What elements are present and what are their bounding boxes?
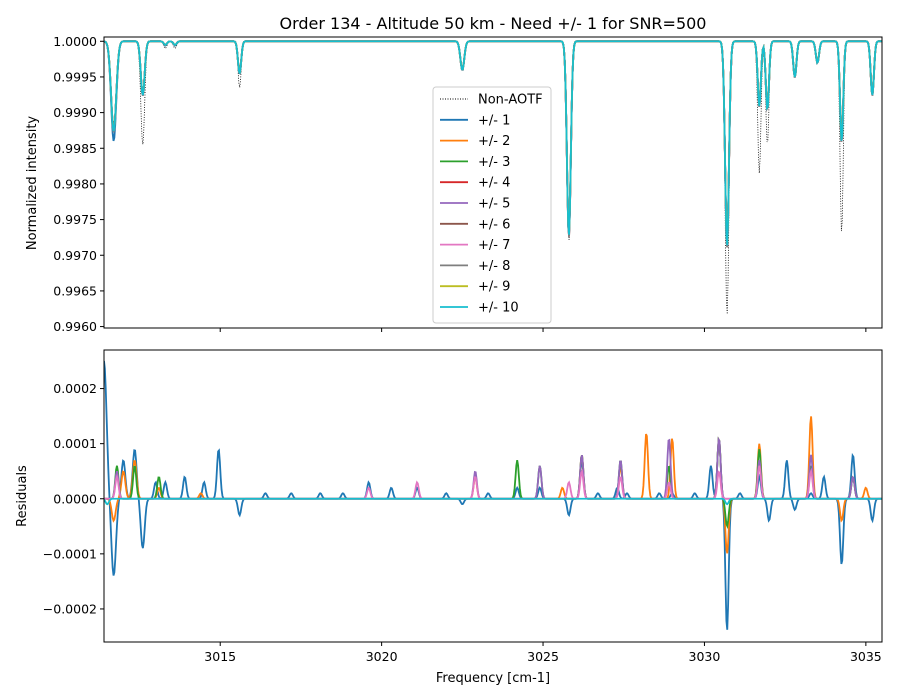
bottom-series-line: [104, 497, 882, 506]
top-y-tick-label: 0.9970: [53, 248, 97, 263]
legend-entry-label: +/- 4: [478, 176, 510, 191]
bottom-axes-frame: [103, 349, 883, 643]
top-y-tick-label: 0.9980: [53, 176, 97, 191]
top-y-axis: 0.9960 0.9965 0.9970 0.9975 0.9980 0.9985 0.99…: [53, 34, 104, 334]
top-panel: 0.9960 0.9965 0.9970 0.9975 0.9980 0.9985 0.99…: [25, 34, 883, 334]
top-y-tick-label: 1.0000: [53, 34, 97, 49]
bottom-y-axis: −0.0002 −0.0001 0.0000 0.0001 0.0002: [43, 381, 104, 616]
bottom-x-tick-label: 3015: [204, 649, 236, 664]
bottom-y-tick-label: −0.0002: [43, 601, 97, 616]
top-plot-area: [104, 40, 882, 315]
legend-entry-label: +/- 2: [478, 134, 510, 149]
bottom-x-tick-label: 3020: [366, 649, 398, 664]
legend-entry-label: +/- 6: [478, 217, 510, 232]
bottom-y-tick-label: 0.0002: [53, 381, 97, 396]
top-y-tick-label: 0.9985: [53, 141, 97, 156]
bottom-plot-area: [104, 360, 882, 630]
figure-title: Order 134 - Altitude 50 km - Need +/- 1 …: [280, 14, 707, 33]
top-y-tick-label: 0.9995: [53, 69, 97, 84]
legend-entry-label: +/- 7: [478, 238, 510, 253]
legend-entry-label: +/- 3: [478, 155, 510, 170]
legend-entry-label: +/- 9: [478, 280, 510, 295]
x-axis-label: Frequency [cm-1]: [436, 671, 550, 686]
top-y-tick-label: 0.9960: [53, 319, 97, 334]
top-y-tick-label: 0.9965: [53, 283, 97, 298]
top-y-axis-label: Normalized intensity: [25, 116, 40, 251]
legend-entry-label: +/- 10: [478, 301, 519, 316]
top-series-line: [104, 40, 882, 246]
legend-entry-label: +/- 8: [478, 259, 510, 274]
legend: Non-AOTF +/- 1 +/- 2 +/- 3 +/- 4 +/- 5 +/- 6 +/…: [432, 86, 552, 324]
top-y-tick-label: 0.9975: [53, 212, 97, 227]
bottom-x-tick-label: 3030: [689, 649, 721, 664]
bottom-panel: −0.0002 −0.0001 0.0000 0.0001 0.0002 3015 302…: [15, 349, 883, 686]
bottom-y-axis-label: Residuals: [15, 465, 30, 527]
bottom-x-tick-label: 3035: [850, 649, 882, 664]
legend-entry-label: Non-AOTF: [478, 93, 543, 108]
legend-entry-label: +/- 5: [478, 197, 510, 212]
bottom-y-tick-label: −0.0001: [43, 546, 97, 561]
bottom-x-axis: 3015 3020 3025 3030 3035: [204, 642, 882, 664]
bottom-y-tick-label: 0.0001: [53, 436, 97, 451]
top-y-tick-label: 0.9990: [53, 105, 97, 120]
bottom-y-tick-label: 0.0000: [53, 491, 97, 506]
top-x-axis: [219, 328, 867, 332]
legend-entry-label: +/- 1: [478, 113, 510, 128]
top-axes-frame: [103, 36, 883, 329]
bottom-x-tick-label: 3025: [527, 649, 559, 664]
legend-box: [432, 86, 552, 324]
